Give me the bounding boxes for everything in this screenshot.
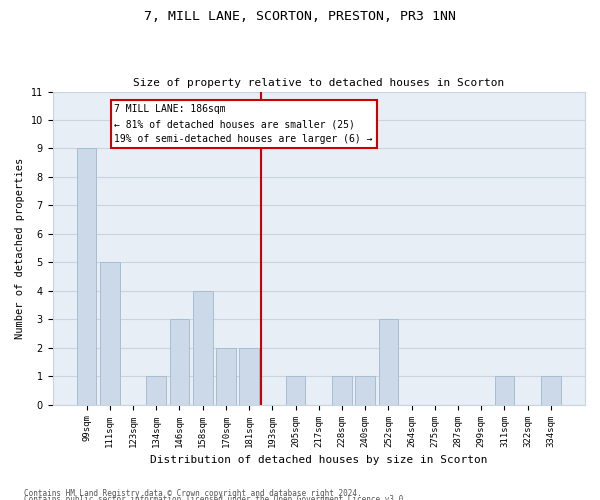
Bar <box>146 376 166 404</box>
Bar <box>494 376 514 404</box>
Bar <box>355 376 375 404</box>
Bar <box>100 262 119 404</box>
Bar <box>286 376 305 404</box>
Text: 7, MILL LANE, SCORTON, PRESTON, PR3 1NN: 7, MILL LANE, SCORTON, PRESTON, PR3 1NN <box>144 10 456 23</box>
Bar <box>379 320 398 404</box>
X-axis label: Distribution of detached houses by size in Scorton: Distribution of detached houses by size … <box>150 455 488 465</box>
Bar <box>77 148 97 404</box>
Bar <box>170 320 190 404</box>
Title: Size of property relative to detached houses in Scorton: Size of property relative to detached ho… <box>133 78 505 88</box>
Y-axis label: Number of detached properties: Number of detached properties <box>15 158 25 339</box>
Text: Contains HM Land Registry data © Crown copyright and database right 2024.: Contains HM Land Registry data © Crown c… <box>24 488 362 498</box>
Text: Contains public sector information licensed under the Open Government Licence v3: Contains public sector information licen… <box>24 495 408 500</box>
Bar <box>332 376 352 404</box>
Bar <box>239 348 259 405</box>
Bar <box>193 291 212 405</box>
Bar <box>541 376 561 404</box>
Bar <box>216 348 236 405</box>
Text: 7 MILL LANE: 186sqm
← 81% of detached houses are smaller (25)
19% of semi-detach: 7 MILL LANE: 186sqm ← 81% of detached ho… <box>115 104 373 144</box>
